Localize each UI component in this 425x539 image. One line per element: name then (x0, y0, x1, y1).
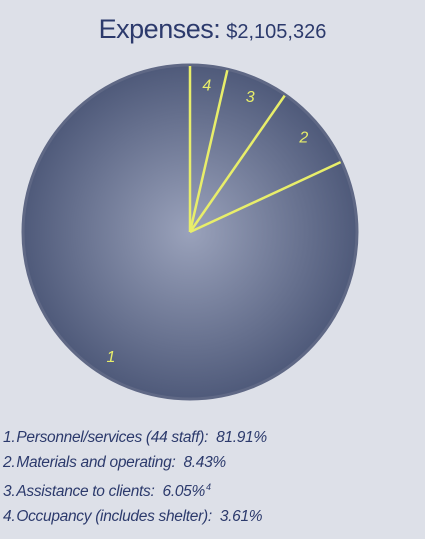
legend-item-2: 2. Materials and operating: 8.43% (3, 453, 226, 471)
legend-value-3: 6.05% (162, 483, 206, 500)
slice-divider-4 (188, 69, 229, 233)
legend-number-2: 2 (3, 453, 12, 471)
legend-item-4: 4. Occupancy (includes shelter): 3.61% (3, 507, 263, 525)
slice-label-3: 3 (246, 89, 255, 106)
legend-label-2: Materials and operating (16, 453, 172, 471)
legend-label-1: Personnel/services (44 staff) (16, 429, 205, 446)
legend-number-3: 3 (3, 483, 12, 500)
chart-title: Expenses: $2,105,326 (0, 14, 425, 45)
legend-label-3: Assistance to clients (16, 483, 151, 500)
slice-divider-3 (188, 94, 286, 233)
title-label: Expenses: (98, 14, 221, 44)
legend-value-2: 8.43% (183, 453, 226, 471)
legend-item-3: 3. Assistance to clients: 6.05%4 (3, 482, 211, 500)
legend-footnote-3: 4 (205, 482, 211, 492)
legend-number-4: 4 (3, 507, 12, 525)
legend-value-4: 3.61% (219, 507, 263, 525)
legend-number-1: 1 (3, 429, 12, 446)
slice-label-1: 1 (106, 349, 115, 366)
slice-label-2: 2 (298, 129, 308, 146)
legend-label-4: Occupancy (includes shelter) (16, 507, 208, 525)
legend-item-1: 1. Personnel/services (44 staff): 81.91% (3, 429, 267, 446)
slice-label-4: 4 (202, 77, 211, 94)
slice-divider-2 (189, 161, 342, 234)
legend-value-1: 81.91% (216, 429, 267, 446)
title-amount: $2,105,326 (226, 21, 327, 43)
legend: 1. Personnel/services (44 staff): 81.91%… (3, 426, 423, 529)
